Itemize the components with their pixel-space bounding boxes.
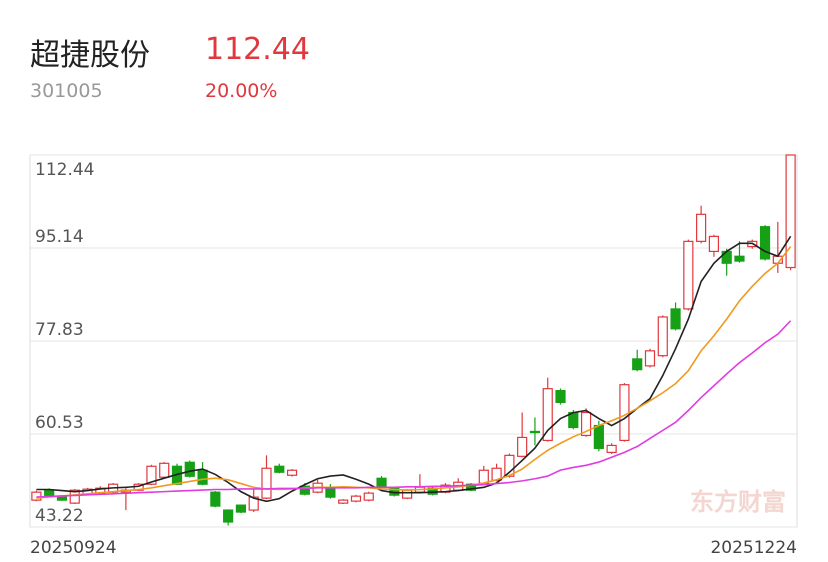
y-tick-label: 43.22 — [35, 506, 84, 526]
y-tick-label: 77.83 — [35, 320, 84, 340]
y-tick-label: 112.44 — [35, 160, 94, 180]
moving-average-line — [36, 246, 792, 499]
candle-body — [734, 255, 745, 262]
candle-body — [350, 495, 362, 502]
candle-body — [325, 487, 336, 498]
candle-body — [69, 489, 80, 504]
candle-body — [248, 496, 259, 511]
candle-body — [363, 492, 374, 501]
candle-body — [261, 467, 272, 499]
moving-average-line — [36, 320, 792, 498]
candle-body — [555, 390, 566, 404]
x-tick-label: 20251224 — [710, 538, 797, 558]
candle-body — [478, 469, 489, 484]
candle-body — [580, 411, 592, 437]
price-change: 20.00% — [205, 80, 278, 102]
candle-body — [721, 250, 732, 264]
candle-body — [376, 477, 387, 487]
candle-body — [465, 483, 477, 491]
candle-body — [184, 461, 195, 477]
candle-body — [299, 485, 310, 495]
moving-average-line — [36, 235, 792, 503]
candle-body — [56, 496, 68, 501]
candle-body — [210, 491, 221, 507]
candle-body — [593, 424, 604, 449]
candle-body — [159, 462, 170, 478]
candle-body — [197, 469, 208, 485]
candle-body — [606, 444, 617, 454]
stock-code: 301005 — [30, 80, 103, 102]
watermark: 东方财富 — [690, 488, 786, 516]
stock-name: 超捷股份 — [30, 38, 150, 73]
candle-body — [542, 388, 553, 442]
candle-body — [44, 489, 55, 497]
candle-body — [223, 509, 234, 523]
y-tick-label: 60.53 — [35, 413, 84, 433]
candle-body — [619, 384, 630, 442]
candle-body — [683, 240, 694, 310]
candle-body — [286, 469, 298, 476]
candle-body — [235, 504, 247, 513]
stock-price: 112.44 — [205, 32, 310, 67]
candle-body — [517, 436, 528, 457]
candle-body — [759, 226, 771, 260]
candle-body — [402, 489, 413, 499]
candle-body — [708, 235, 720, 253]
candle-body — [529, 430, 541, 434]
x-tick-label: 20250924 — [30, 538, 117, 558]
candle-body — [785, 154, 796, 269]
candle-body — [338, 499, 349, 504]
candle-body — [696, 213, 707, 242]
candle-body — [274, 465, 285, 473]
candle-body — [632, 358, 643, 371]
candle-body — [670, 308, 681, 330]
candle-body — [644, 350, 656, 367]
candle-body — [657, 316, 668, 357]
y-tick-label: 95.14 — [35, 227, 84, 247]
candle-body — [146, 465, 157, 485]
